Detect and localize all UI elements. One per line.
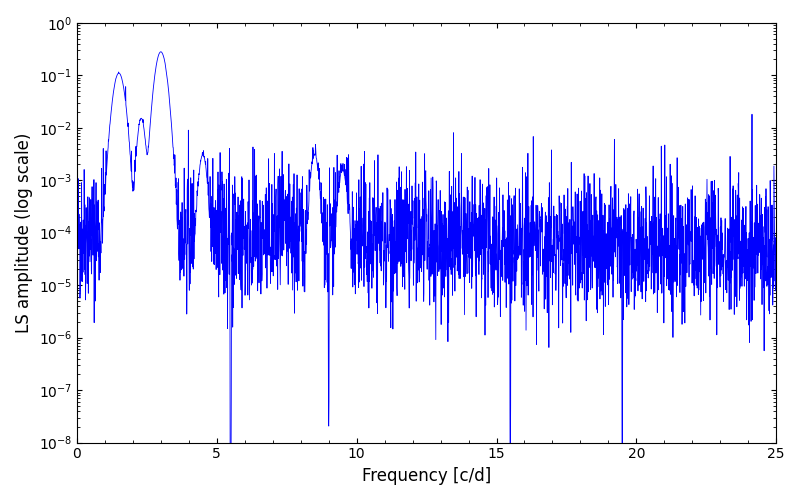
X-axis label: Frequency [c/d]: Frequency [c/d]: [362, 467, 491, 485]
Y-axis label: LS amplitude (log scale): LS amplitude (log scale): [15, 132, 33, 333]
